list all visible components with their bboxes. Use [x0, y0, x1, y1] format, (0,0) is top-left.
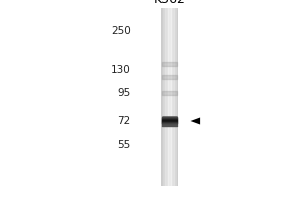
Bar	[161, 8, 178, 186]
Polygon shape	[190, 117, 200, 125]
Text: 130: 130	[111, 65, 130, 75]
Text: 95: 95	[117, 88, 130, 98]
Text: 55: 55	[117, 140, 130, 150]
Text: K562: K562	[154, 0, 185, 6]
Text: 250: 250	[111, 26, 130, 36]
Text: 72: 72	[117, 116, 130, 126]
